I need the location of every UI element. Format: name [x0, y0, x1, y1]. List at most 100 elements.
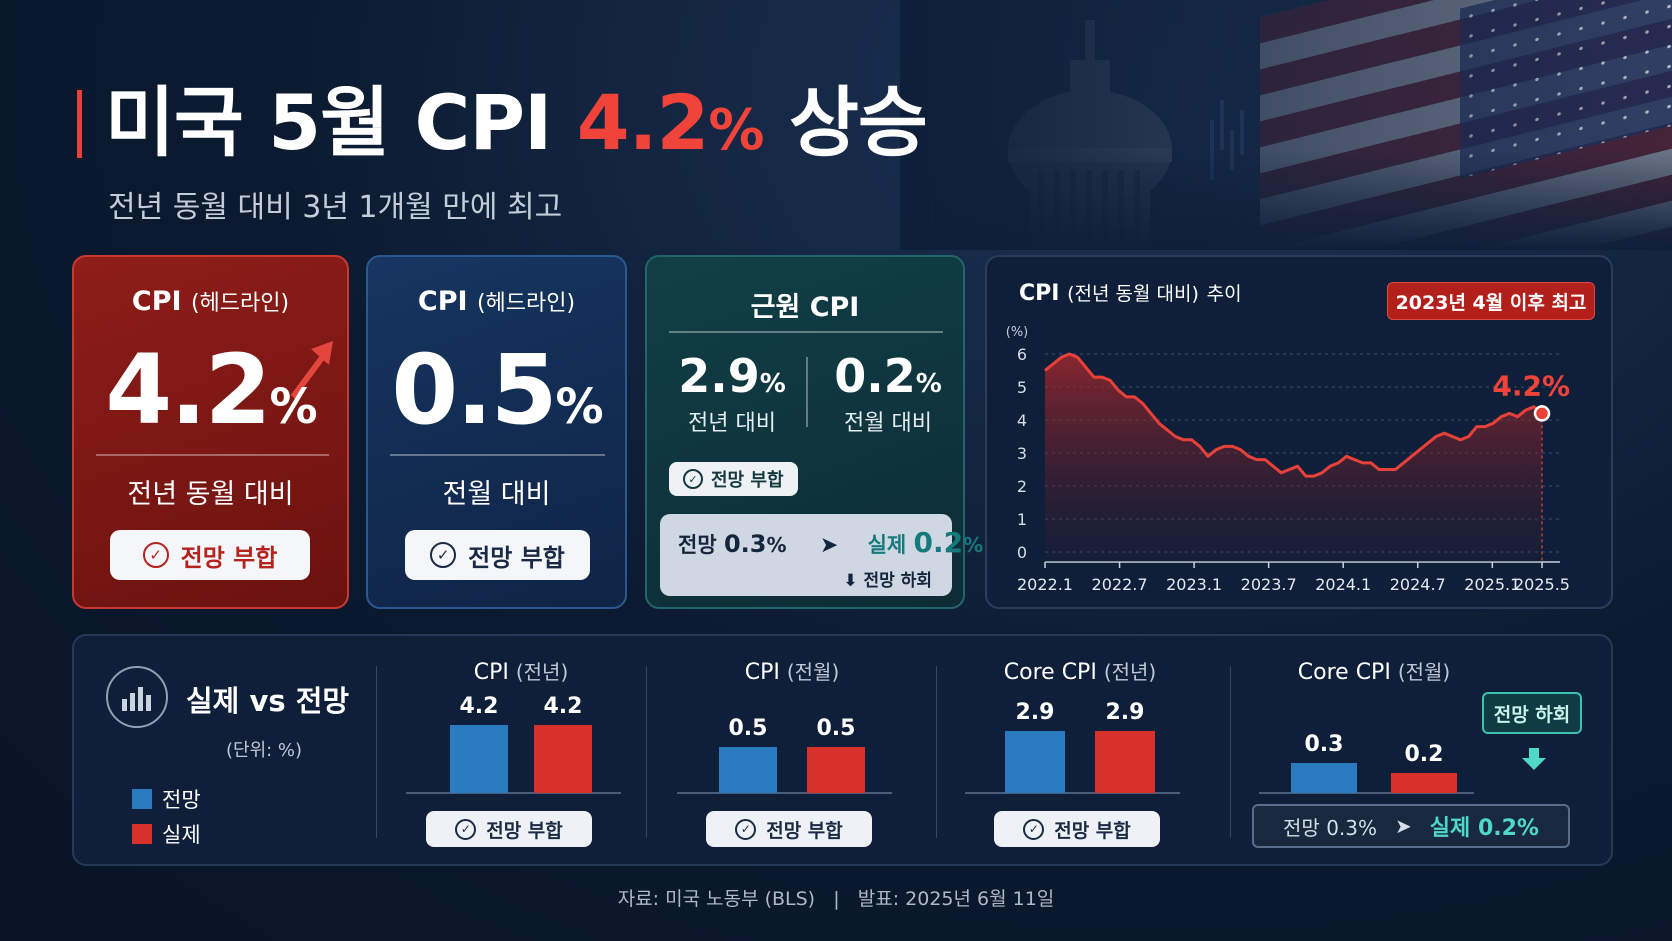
divider — [96, 454, 329, 456]
core-mom-value: 0.2% — [834, 349, 942, 403]
forecast-bar — [1005, 731, 1065, 793]
legend-forecast: 전망 — [132, 784, 201, 814]
bar-value-label: 2.9 — [1106, 700, 1145, 725]
headline-yoy-value: 4.2% — [105, 334, 317, 446]
panel-title: 실제 vs 전망 — [186, 684, 350, 718]
headline-mom-value: 0.5% — [391, 334, 603, 446]
y-tick-label: 6 — [1017, 345, 1027, 364]
forecast-bar — [1291, 763, 1357, 793]
title-percent: % — [708, 98, 764, 163]
record-high-badge: 2023년 4월 이후 최고 — [1387, 282, 1595, 320]
card-heading: CPI (헤드라인) — [417, 286, 576, 317]
trend-up-arrow-icon — [290, 341, 333, 399]
bar-value-label: 0.2 — [1405, 742, 1444, 767]
chevron-right-icon: ➤ — [819, 533, 839, 558]
headline-mom-card: CPI (헤드라인) 0.5% 전월 대비 ✓ 전망 부합 — [366, 255, 627, 609]
divider — [806, 357, 808, 427]
x-tick-label: 2024.1 — [1315, 575, 1371, 594]
check-circle-icon: ✓ — [142, 542, 169, 568]
check-circle-icon: ✓ — [683, 469, 703, 489]
actual-bar — [807, 747, 865, 793]
group-title: Core CPI (전년) — [1003, 660, 1157, 685]
core-mom-forecast-vs-actual: 전망 0.3% ➤ 실제 0.2% — [1252, 804, 1570, 848]
core-yoy-value: 2.9% — [678, 349, 786, 403]
footer-source: 자료: 미국 노동부 (BLS) | 발표: 2025년 6월 11일 — [617, 888, 1055, 910]
divider — [669, 331, 943, 333]
bar-value-label: 4.2 — [544, 694, 583, 719]
y-axis-label: (%) — [1006, 325, 1029, 340]
page-title: 미국 5월 CPI 4.2% 상승 — [105, 78, 928, 176]
x-tick-label: 2022.7 — [1092, 575, 1148, 594]
divider — [646, 666, 647, 838]
status-badge: ✓ 전망 부합 — [669, 462, 798, 496]
arrow-down-icon: ⬇ — [843, 571, 858, 591]
bar-value-label: 4.2 — [460, 694, 499, 719]
x-tick-label: 2025.5 — [1514, 575, 1570, 594]
actual-vs-forecast-panel: 4.2 4.2 0.5 0.5 2.9 2.9 0.3 0.2 실제 vs 전망 (단위: %… — [72, 634, 1613, 866]
forecast-vs-actual-box: 전망 0.3% ➤ 실제 0.2% ⬇ 전망 하회 — [660, 514, 983, 596]
title-suffix: 상승 — [763, 78, 928, 167]
core-yoy-label: 전년 대비 — [688, 411, 776, 436]
check-circle-icon: ✓ — [1023, 818, 1045, 840]
cpi-area — [1045, 354, 1542, 562]
x-tick-label: 2022.1 — [1017, 575, 1073, 594]
actual-vs-forecast-charts: 4.2 4.2 0.5 0.5 2.9 2.9 0.3 0.2 — [406, 694, 1546, 794]
divider — [936, 666, 937, 838]
headline-yoy-card: CPI (헤드라인) 4.2% 전년 동월 대비 ✓ 전망 부합 — [72, 255, 349, 609]
forecast-bar — [450, 725, 508, 793]
y-tick-label: 2 — [1017, 477, 1027, 496]
check-circle-icon: ✓ — [735, 818, 757, 840]
group-title: CPI (전월) — [744, 660, 840, 685]
group-title: Core CPI (전월) — [1297, 660, 1451, 685]
y-tick-label: 5 — [1017, 378, 1027, 397]
card-heading: CPI (헤드라인) — [131, 286, 290, 317]
cpi-trend-card: 0 1 2 3 4 5 6 (%) 2022.1 2022.7 2023.1 2023.7 2024.1… — [985, 255, 1613, 609]
chevron-right-icon: ➤ — [1395, 814, 1412, 838]
cpi-trend-chart: 0 1 2 3 4 5 6 (%) 2022.1 2022.7 2023.1 2023.7 2024.1… — [1006, 325, 1570, 594]
y-tick-label: 0 — [1017, 543, 1027, 562]
check-circle-icon: ✓ — [430, 542, 457, 568]
bar-value-label: 2.9 — [1016, 700, 1055, 725]
cpi-line — [1044, 352, 1543, 478]
x-tick-label: 2023.1 — [1166, 575, 1222, 594]
divider — [1230, 666, 1231, 838]
x-tick-label: 2025.1 — [1464, 575, 1520, 594]
legend-swatch — [132, 824, 152, 844]
actual-bar — [1391, 773, 1457, 793]
status-badge: ✓ 전망 부합 — [110, 530, 310, 580]
x-tick-label: 2024.7 — [1390, 575, 1446, 594]
card-heading: 근원 CPI — [750, 292, 860, 323]
y-tick-label: 4 — [1017, 411, 1027, 430]
bar-chart-icon — [106, 666, 168, 728]
actual-bar — [534, 725, 592, 793]
core-cpi-card: 근원 CPI 2.9% 전년 대비 0.2% 전월 대비 ✓ 전망 부합 전망 … — [645, 255, 983, 609]
y-tick-label: 3 — [1017, 444, 1027, 463]
status-badge: ✓ 전망 부합 — [706, 811, 872, 847]
title-text: 미국 5월 CPI — [105, 78, 577, 167]
check-circle-icon: ✓ — [455, 818, 477, 840]
x-tick-label: 2023.7 — [1241, 575, 1297, 594]
group-title: CPI (전년) — [473, 660, 569, 685]
divider — [376, 666, 377, 838]
forecast-bar — [719, 747, 777, 793]
headline-mom-desc: 전월 대비 — [442, 479, 551, 510]
bar-value-label: 0.3 — [1305, 732, 1344, 757]
status-badge: ✓ 전망 부합 — [405, 530, 590, 580]
below-forecast-badge: 전망 하회 — [1482, 692, 1582, 734]
legend-swatch — [132, 789, 152, 809]
panel-unit: (단위: %) — [226, 740, 303, 761]
hero-illustration — [900, 0, 1672, 250]
y-tick-label: 1 — [1017, 510, 1027, 529]
below-forecast-note: ⬇ 전망 하회 — [843, 571, 932, 591]
end-point — [1533, 405, 1551, 422]
end-value-label: 4.2% — [1492, 369, 1570, 402]
chart-title: CPI (전년 동월 대비) 추이 — [1019, 281, 1242, 306]
actual-bar — [1095, 731, 1155, 793]
bar-value-label: 0.5 — [729, 716, 768, 741]
title-accent-bar — [77, 90, 82, 158]
bar-value-label: 0.5 — [817, 716, 856, 741]
status-badge: ✓ 전망 부합 — [426, 811, 592, 847]
arrow-down-icon — [1522, 748, 1546, 770]
core-mom-label: 전월 대비 — [844, 411, 932, 436]
headline-yoy-desc: 전년 동월 대비 — [127, 479, 294, 510]
